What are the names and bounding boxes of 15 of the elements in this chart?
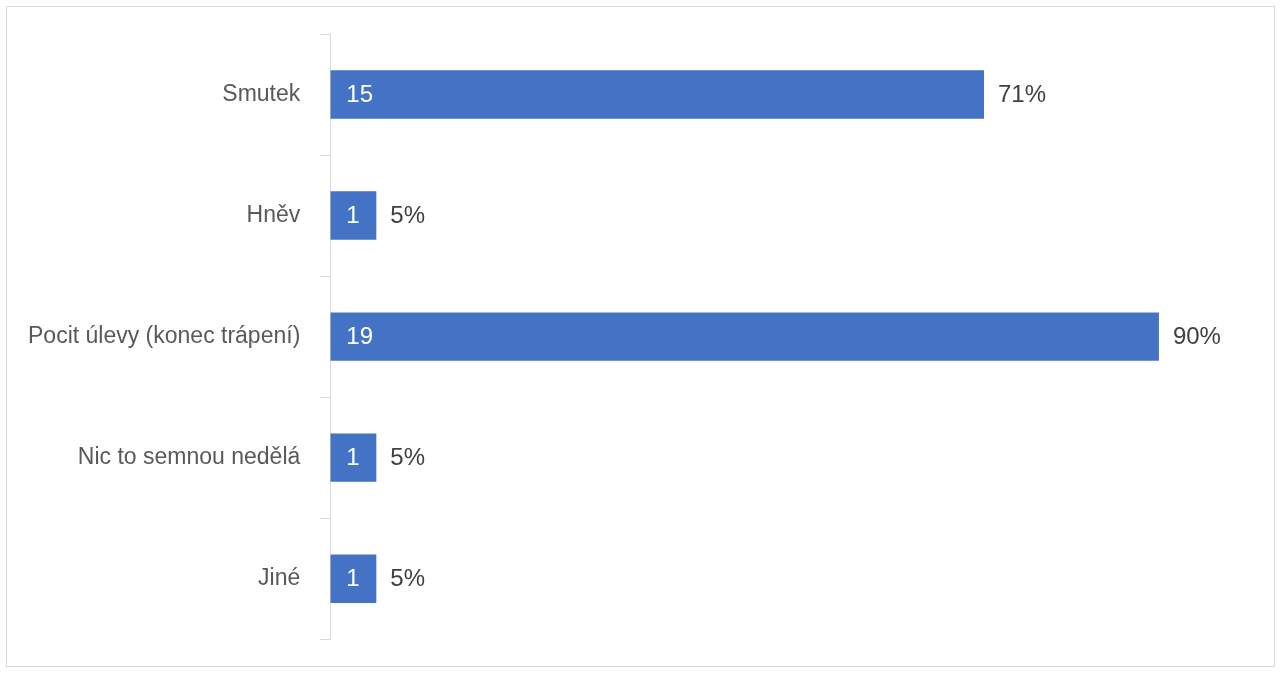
data-label: 5% xyxy=(390,201,426,229)
y-tick-label: Jiné xyxy=(258,564,301,591)
data-label: 5% xyxy=(390,443,426,471)
data-label: 90% xyxy=(1172,322,1221,350)
y-tick-label: Smutek xyxy=(222,79,301,106)
data-label: 5% xyxy=(390,564,426,592)
y-tick-label: Pocit úlevy (konec trápení) xyxy=(28,321,301,348)
data-label: 71% xyxy=(998,80,1047,108)
y-tick-label: Hněv xyxy=(246,200,301,227)
annotation: 1 xyxy=(346,564,360,592)
annotation: 1 xyxy=(346,443,360,471)
annotation: 1 xyxy=(346,201,360,229)
y-tick-label: Nic to semnou nedělá xyxy=(77,442,301,469)
annotation: 19 xyxy=(346,322,373,350)
annotation: 15 xyxy=(346,80,373,108)
